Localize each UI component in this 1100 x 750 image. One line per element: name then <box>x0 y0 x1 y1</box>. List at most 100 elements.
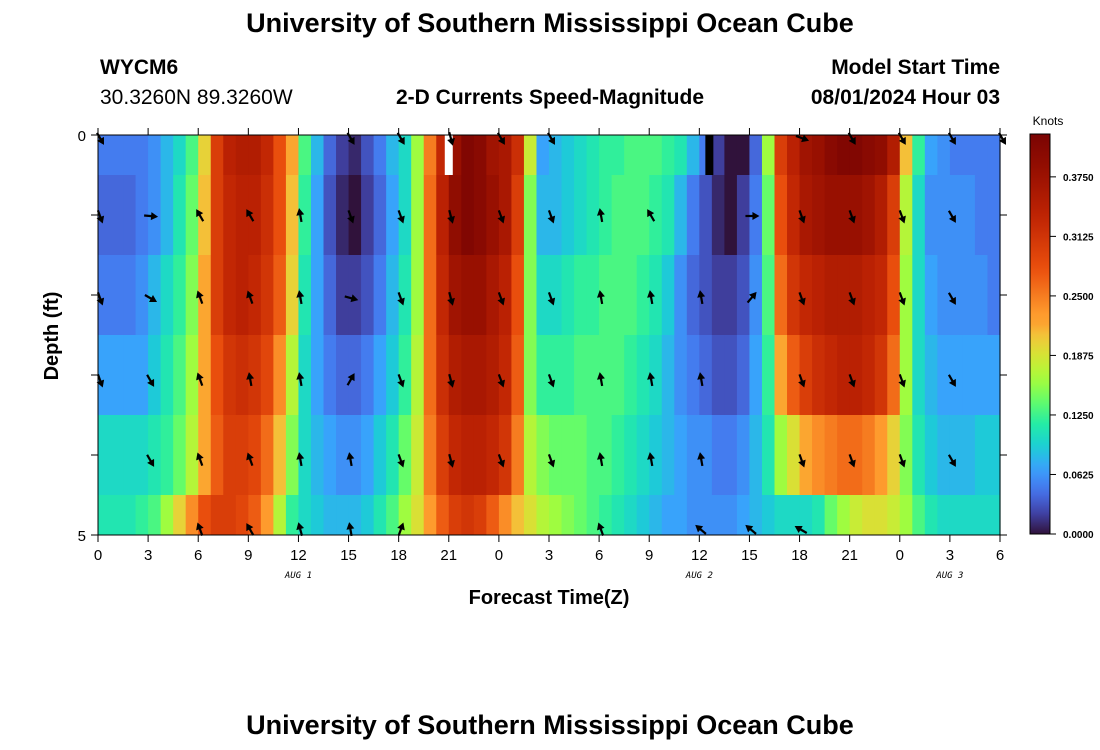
heatmap-cell <box>661 415 675 495</box>
heatmap-cell <box>862 335 876 415</box>
heatmap-cell <box>323 135 337 175</box>
page-title-top: University of Southern Mississippi Ocean… <box>246 8 854 38</box>
heatmap-cell <box>849 495 863 535</box>
heatmap-cell <box>611 255 625 335</box>
heatmap-cell <box>235 135 249 175</box>
current-arrow <box>397 291 405 306</box>
heatmap-cell <box>574 175 588 255</box>
heatmap-cell <box>661 495 675 535</box>
heatmap-cell <box>348 175 362 255</box>
current-arrow <box>344 294 359 303</box>
current-arrow <box>146 374 155 387</box>
current-arrow <box>196 522 204 537</box>
missing-data-mark <box>705 135 714 175</box>
heatmap-cell <box>937 335 951 415</box>
heatmap-cell <box>962 335 976 415</box>
heatmap-cell <box>173 255 187 335</box>
heatmap-cell <box>887 175 901 255</box>
x-tick-label: 15 <box>741 547 758 564</box>
heatmap-cell <box>310 415 325 495</box>
heatmap-cell <box>210 495 224 535</box>
heatmap-cell <box>511 175 525 255</box>
heatmap-cell <box>824 335 838 415</box>
heatmap-cell <box>235 175 249 255</box>
x-tick-label: 18 <box>390 547 407 564</box>
heatmap-cell <box>636 495 650 535</box>
heatmap-cell <box>235 255 249 335</box>
heatmap-cell <box>486 255 500 335</box>
heatmap-cell <box>849 135 863 175</box>
heatmap-cell <box>536 415 550 495</box>
heatmap-cell <box>761 415 776 495</box>
current-arrow <box>146 454 155 467</box>
heatmap-cell <box>198 495 212 535</box>
heatmap-cell <box>310 175 325 255</box>
heatmap-cell <box>523 175 538 255</box>
heatmap-cell <box>198 175 212 255</box>
current-arrow <box>397 373 405 388</box>
heatmap-cell <box>248 335 262 415</box>
current-arrow <box>497 373 505 388</box>
y-axis: 05 <box>78 128 1007 545</box>
heatmap-cell <box>636 135 650 175</box>
x-tick-label: 0 <box>94 547 102 564</box>
heatmap-cell <box>837 415 851 495</box>
heatmap-cell <box>749 495 763 535</box>
heatmap-cell <box>674 335 688 415</box>
heatmap-cell <box>949 495 964 535</box>
heatmap-cell <box>949 135 964 175</box>
heatmap-cell <box>661 335 675 415</box>
current-arrow <box>497 453 505 468</box>
current-arrow <box>397 209 405 224</box>
heatmap-cell <box>248 415 262 495</box>
heatmap-cell <box>887 255 901 335</box>
heatmap-cell <box>761 495 776 535</box>
x-tick-label: 0 <box>495 547 503 564</box>
current-arrow <box>346 452 355 467</box>
heatmap-cell <box>98 175 112 255</box>
heatmap-cell <box>837 135 851 175</box>
heatmap-cell <box>887 495 901 535</box>
heatmap-cell <box>223 335 237 415</box>
heatmap-cell <box>135 335 149 415</box>
heatmap-cell <box>260 255 274 335</box>
x-tick-label: 3 <box>545 547 553 564</box>
heatmap-cell <box>285 335 300 415</box>
heatmap-cell <box>148 415 162 495</box>
current-arrow <box>647 452 655 467</box>
heatmap-cell <box>987 135 1001 175</box>
heatmap-cell <box>436 415 450 495</box>
current-arrow <box>196 209 205 222</box>
heatmap-cell <box>586 415 600 495</box>
heatmap-cell <box>411 175 425 255</box>
x-tick-label: 6 <box>595 547 603 564</box>
heatmap-cells <box>98 135 1001 535</box>
current-arrow <box>547 373 556 388</box>
heatmap-cell <box>423 495 437 535</box>
model-start-label: Model Start Time <box>831 56 1000 79</box>
heatmap-cell <box>210 415 224 495</box>
heatmap-cell <box>436 175 450 255</box>
current-arrow <box>795 134 810 143</box>
heatmap-cell <box>649 415 663 495</box>
heatmap-cell <box>724 255 738 335</box>
heatmap-cell <box>974 335 989 415</box>
heatmap-cell <box>899 175 913 255</box>
heatmap-cell <box>899 335 913 415</box>
heatmap-cell <box>874 175 888 255</box>
heatmap-cell <box>473 255 487 335</box>
heatmap-cell <box>812 335 826 415</box>
heatmap-cell <box>699 175 713 255</box>
heatmap-cell <box>574 135 588 175</box>
current-arrow <box>547 291 556 306</box>
current-arrow <box>144 294 158 302</box>
heatmap-cell <box>987 255 1001 335</box>
current-arrow <box>246 209 255 222</box>
current-arrow <box>296 522 305 537</box>
heatmap-cell <box>386 135 400 175</box>
heatmap-cell <box>173 415 187 495</box>
heatmap-cell <box>812 495 826 535</box>
heatmap-cell <box>273 135 287 175</box>
heatmap-cell <box>123 415 137 495</box>
y-tick-label: 5 <box>78 528 86 545</box>
